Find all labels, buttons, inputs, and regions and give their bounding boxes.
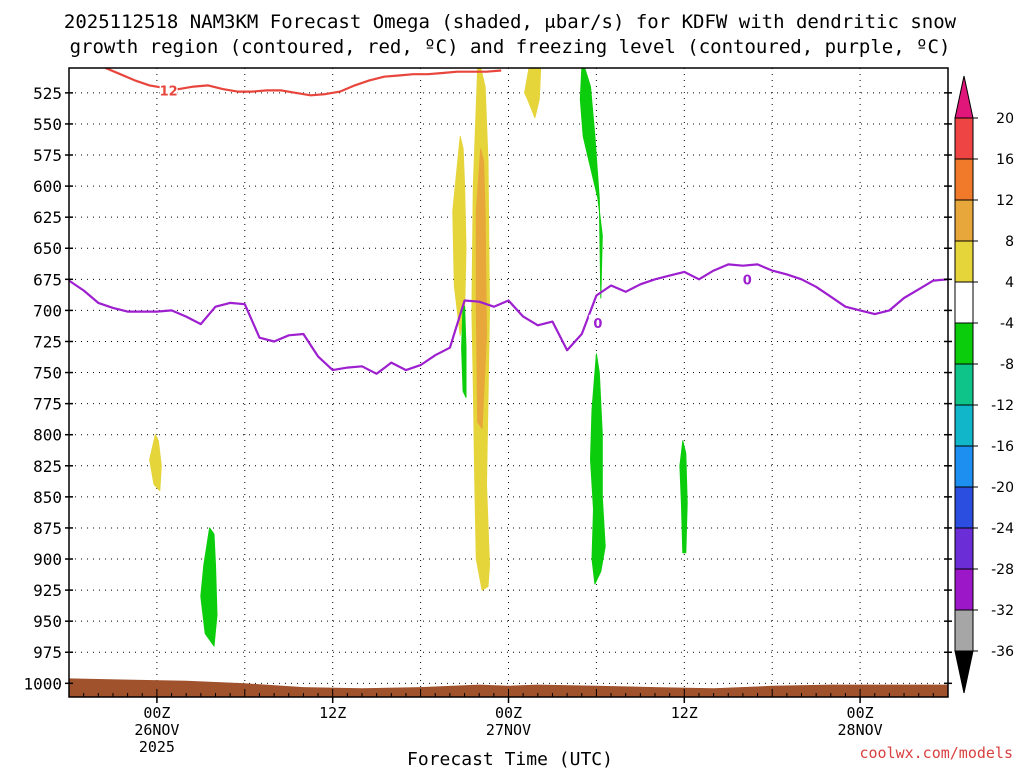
y-tick-label-850: 850 [33, 488, 62, 507]
y-tick-label-600: 600 [33, 177, 62, 196]
colorbar-label-4: 4 [1005, 275, 1014, 291]
x-tick-label-18-1: 12Z [319, 704, 346, 722]
colorbar-bin--4-4 [954, 281, 974, 324]
x-tick-label-6-1: 00Z [143, 704, 170, 722]
y-tick-label-675: 675 [33, 270, 62, 289]
colorbar-label-13: -36 [991, 644, 1014, 660]
shade-green-sink-4 [590, 353, 606, 585]
omega-shading [149, 68, 688, 647]
colorbar-label-6: -8 [1000, 357, 1014, 373]
shade-yellow-lift-1 [149, 434, 162, 492]
x-tick-label-30-1: 00Z [495, 704, 522, 722]
colorbar-bin-8-12 [954, 199, 974, 242]
colorbar-label-5: -4 [1000, 316, 1014, 332]
x-axis-title: Forecast Time (UTC) [407, 749, 613, 768]
y-tick-label-625: 625 [33, 208, 62, 227]
y-tick-label-700: 700 [33, 301, 62, 320]
colorbar-label-3: 8 [1005, 234, 1014, 250]
contour-label-freezing-level-0: 0 [593, 317, 602, 332]
surface-ground [69, 678, 948, 697]
colorbar-label-10: -24 [991, 521, 1014, 537]
colorbar-bin--20--16 [954, 445, 974, 488]
shade-green-sink-5 [679, 440, 688, 554]
colorbar-bin-4-8 [954, 240, 974, 283]
chart-title-line-1: 2025112518 NAM3KM Forecast Omega (shaded… [64, 11, 957, 33]
x-tick-label-6-3: 2025 [139, 738, 175, 756]
axes: 525 550 575 600 625 650 675 700 725 750 775 800 825 8… [23, 84, 952, 756]
x-tick-label-30-2: 27NOV [486, 721, 531, 739]
shade-yellow-lift-4 [524, 68, 542, 119]
colorbar-bin--36--32 [954, 609, 974, 652]
credit-text: coolwx.com/models [859, 744, 1013, 762]
colorbar-label-1: 16 [996, 152, 1014, 168]
y-tick-label-775: 775 [33, 395, 62, 414]
y-tick-label-950: 950 [33, 612, 62, 631]
contour-freezing-level-0 [69, 263, 948, 375]
colorbar-bin--12--8 [954, 363, 974, 406]
contour-label-freezing-level-0-2: 0 [743, 273, 752, 288]
contour-label-bg-dendritic-growth-minus12 [159, 82, 178, 98]
x-tick-label-54-1: 00Z [847, 704, 874, 722]
shade-green-sink-2 [461, 303, 467, 398]
y-tick-label-1000: 1000 [23, 674, 62, 693]
y-tick-label-750: 750 [33, 364, 62, 383]
y-tick-label-725: 725 [33, 332, 62, 351]
colorbar-bin--8--4 [954, 322, 974, 365]
chart-title-line-2: growth region (contoured, red, ºC) and f… [70, 36, 951, 58]
contour-lines: 12 0 0 [69, 68, 948, 375]
colorbar-label-0: 20 [996, 111, 1014, 127]
y-tick-label-650: 650 [33, 239, 62, 258]
y-tick-label-575: 575 [33, 146, 62, 165]
y-tick-label-550: 550 [33, 115, 62, 134]
colorbar-bin--24--20 [954, 486, 974, 529]
contour-label-bg-freezing-level-0-2 [738, 271, 757, 287]
colorbar-label-9: -20 [991, 480, 1014, 496]
x-tick-label-42-1: 12Z [671, 704, 698, 722]
colorbar-label-7: -12 [991, 398, 1014, 414]
colorbar-bin--32--28 [954, 568, 974, 611]
contour-label-dendritic-growth-minus12: 12 [160, 84, 178, 99]
grid-lines [69, 68, 948, 697]
terrain-layer [69, 678, 948, 697]
colorbar-under-arrow [954, 650, 974, 694]
colorbar-label-12: -32 [991, 603, 1014, 619]
y-tick-label-925: 925 [33, 581, 62, 600]
colorbar-bin--28--24 [954, 527, 974, 570]
y-tick-label-525: 525 [33, 84, 62, 103]
colorbar-label-2: 12 [996, 193, 1014, 209]
colorbar-bin-16-20 [954, 117, 974, 160]
shade-green-sink-3 [579, 68, 603, 299]
shade-orange-lift-core [475, 148, 487, 429]
shade-green-sink-1 [200, 527, 218, 647]
contour-label-bg-freezing-level-0 [588, 314, 607, 330]
colorbar: 20 16 12 8 4 -4 -8 -12 -16 -20 -24 -28 -32 -36 [954, 75, 1014, 694]
colorbar-bin--16--12 [954, 404, 974, 447]
x-tick-label-54-2: 28NOV [838, 721, 883, 739]
colorbar-bin-12-16 [954, 158, 974, 201]
y-tick-label-975: 975 [33, 643, 62, 662]
y-tick-label-875: 875 [33, 519, 62, 538]
colorbar-label-8: -16 [991, 439, 1014, 455]
y-tick-label-900: 900 [33, 550, 62, 569]
y-tick-label-825: 825 [33, 457, 62, 476]
x-tick-label-6-2: 26NOV [134, 721, 179, 739]
y-tick-label-800: 800 [33, 426, 62, 445]
colorbar-over-arrow [954, 75, 974, 119]
colorbar-label-11: -28 [991, 562, 1014, 578]
